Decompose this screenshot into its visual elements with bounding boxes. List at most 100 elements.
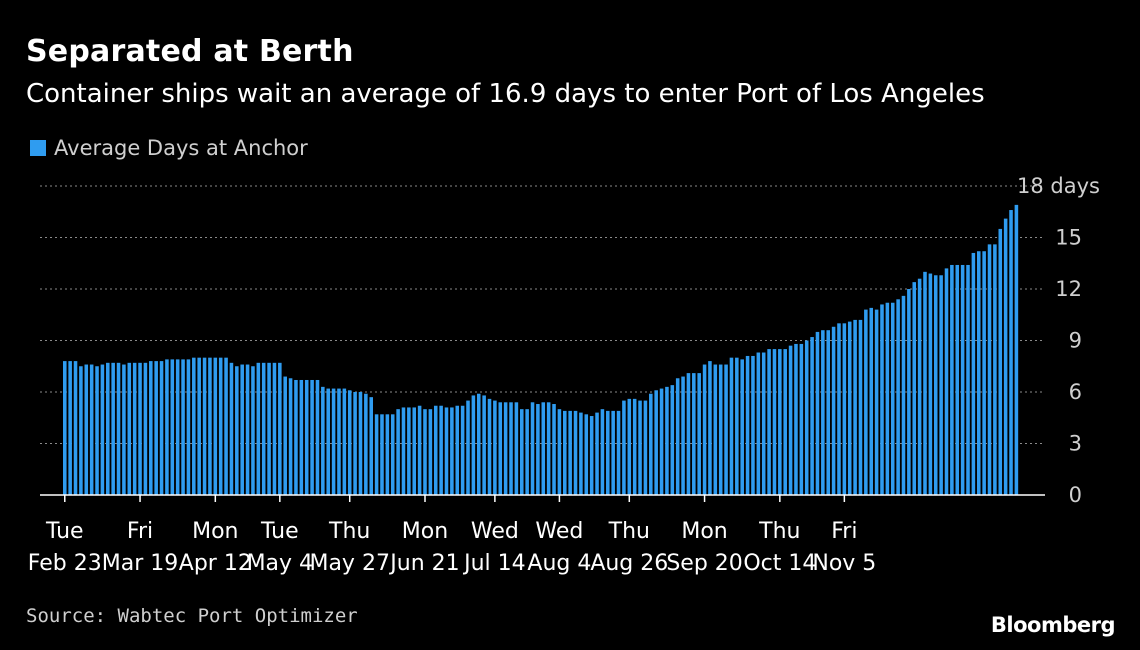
bar [826,330,830,495]
y-tick-label: 0 [1069,483,1082,507]
bar [993,244,997,495]
bar [423,409,427,495]
bar [686,373,691,495]
bar [337,388,341,495]
bar [396,409,400,495]
bar [794,343,798,495]
bar [213,357,218,495]
bar [858,319,863,495]
bar [514,402,519,495]
bar [256,362,261,495]
bar [724,364,728,495]
bar [321,386,325,495]
bar [606,410,610,495]
bar [299,379,304,495]
bar [218,357,223,495]
bar [552,404,556,495]
bar [149,361,153,495]
bar [896,299,900,495]
bar [326,388,330,495]
bar [73,361,78,495]
bar [837,323,841,495]
x-tick-day-label: Tue [45,519,84,544]
x-tick-day-label: Thu [608,519,650,544]
bar [106,362,110,495]
bar [982,251,986,495]
bar [923,271,927,495]
bar [530,402,535,495]
bar [245,364,250,495]
bar [713,364,718,495]
bar [783,349,787,495]
bar [1014,204,1019,495]
legend-label: Average Days at Anchor [54,136,308,160]
bloomberg-logo: Bloomberg [990,613,1116,637]
bar [433,405,438,495]
bar [595,412,599,495]
bar [224,357,228,495]
bar [186,359,191,495]
bar [735,357,739,495]
bar [407,407,411,495]
bar [654,390,658,495]
bar [294,379,298,495]
bar [847,321,852,495]
bar [697,373,701,495]
bar [412,407,417,495]
bar [235,366,239,495]
bar [546,402,551,495]
bar [380,414,384,495]
bar [536,404,540,495]
bar [692,373,696,495]
bar [261,362,266,495]
bar [471,395,476,495]
bar [181,359,185,495]
bar [799,343,804,495]
bar [589,416,594,495]
x-tick-day-label: Thu [328,519,370,544]
bar [68,361,72,495]
x-tick-date-label: Feb 23 [28,551,102,576]
x-tick-day-label: Fri [831,519,857,544]
bar [874,309,879,495]
bar [810,337,814,495]
bar [831,326,836,495]
bar [600,409,605,495]
bar [675,378,680,495]
x-tick-date-label: Nov 5 [812,551,876,576]
x-tick-date-label: Jun 21 [388,551,459,576]
bar [987,244,992,495]
bar [444,407,449,495]
bar [681,376,685,495]
bar [127,362,132,495]
bar [880,304,884,495]
bar [1009,210,1013,496]
y-tick-label: 9 [1069,329,1082,353]
bar [584,414,589,495]
bar [240,364,244,495]
bar [632,398,637,495]
bar [353,392,357,495]
bar [568,410,572,495]
x-tick-date-label: May 4 [247,551,313,576]
bar [944,268,949,495]
legend: Average Days at Anchor [30,136,308,160]
bar [428,409,433,495]
y-tick-label: 15 [1055,226,1082,250]
bar [638,400,642,495]
bar [557,409,562,495]
bar [729,357,734,495]
bar [907,289,911,495]
bar [385,414,390,495]
bar [525,409,529,495]
bar [331,388,336,495]
bar [288,378,293,495]
bar [143,362,148,495]
bar [100,364,105,495]
bar [138,362,142,495]
bar [202,357,207,495]
bar [885,302,890,495]
bar [315,379,320,495]
bar [159,361,164,495]
bar [718,364,723,495]
